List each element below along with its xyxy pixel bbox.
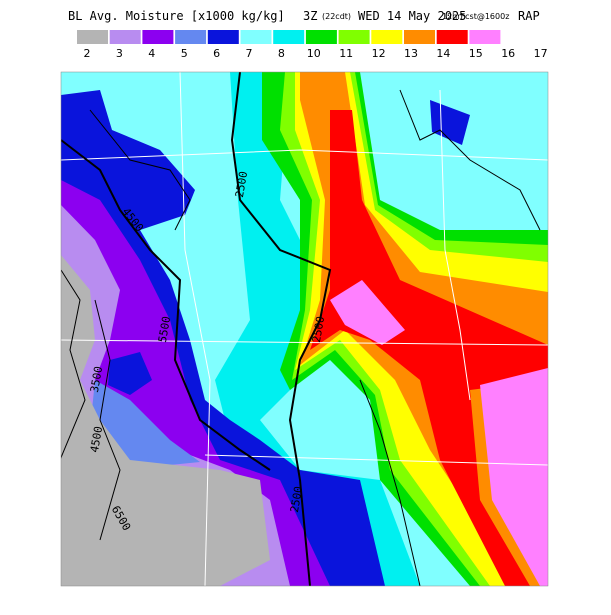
local-time: (22cdt) [322, 12, 351, 21]
colorbar-swatch [436, 30, 468, 44]
title: BL Avg. Moisture [x1000 kg/kg] [68, 9, 285, 23]
colorbar-label: 2 [84, 47, 91, 60]
state-border [179, 72, 211, 586]
colorbar-swatch [469, 30, 501, 44]
colorbar-label: 11 [339, 47, 353, 60]
colorbar-swatch [305, 30, 337, 44]
colorbar: 2 3 4 5 6 7 8 10 11 12 13 14 15 16 17 [77, 30, 548, 60]
colorbar-swatch [273, 30, 305, 44]
colorbar-swatch [338, 30, 370, 44]
colorbar-swatch [109, 30, 141, 44]
field-region [108, 352, 152, 395]
colorbar-label: 15 [469, 47, 483, 60]
colorbar-label: 14 [436, 47, 450, 60]
contour-label: 4500 [88, 425, 105, 453]
colorbar-label: 13 [404, 47, 418, 60]
contour-label: 2500 [310, 315, 327, 343]
field-region [310, 110, 548, 586]
contour-line [89, 109, 191, 231]
contour-line [399, 89, 541, 231]
field-region [61, 255, 270, 586]
contour-line [359, 379, 421, 586]
field-region [61, 90, 385, 586]
contour-label: 2500 [233, 170, 250, 198]
colorbar-swatch [142, 30, 174, 44]
contour-line [230, 72, 332, 586]
contour-line [61, 139, 271, 471]
state-border [61, 149, 548, 161]
colorbar-label: 4 [148, 47, 155, 60]
colorbar-label: 12 [372, 47, 386, 60]
colorbar-label: 3 [116, 47, 123, 60]
state-border [61, 339, 548, 346]
colorbar-swatch [240, 30, 272, 44]
colorbar-swatch [77, 30, 108, 44]
field-region [430, 100, 470, 145]
map-frame [60, 71, 549, 587]
time: 3Z [303, 9, 317, 23]
contour-label: 5500 [156, 315, 173, 343]
date: WED 14 May 2025 [358, 9, 466, 23]
state-border [204, 454, 548, 466]
contour-label: 3500 [88, 365, 105, 393]
colorbar-label: 10 [307, 47, 321, 60]
contour-line [61, 269, 86, 459]
colorbar-label: 16 [501, 47, 515, 60]
field-region [480, 368, 548, 586]
forecast: 12hrFcst@1600z [442, 12, 509, 21]
colorbar-label: 6 [213, 47, 220, 60]
contour-label: 2500 [288, 485, 305, 513]
state-border [439, 89, 471, 401]
colorbar-label: 17 [534, 47, 548, 60]
model: RAP [518, 9, 540, 23]
colorbar-swatch [404, 30, 435, 44]
contour-line [94, 299, 121, 541]
colorbar-swatch [207, 30, 239, 44]
colorbar-swatch [371, 30, 403, 44]
field-region [330, 280, 405, 345]
colorbar-label: 7 [246, 47, 253, 60]
colorbar-label: 5 [181, 47, 188, 60]
colorbar-label: 8 [278, 47, 285, 60]
colorbar-swatch [175, 30, 207, 44]
